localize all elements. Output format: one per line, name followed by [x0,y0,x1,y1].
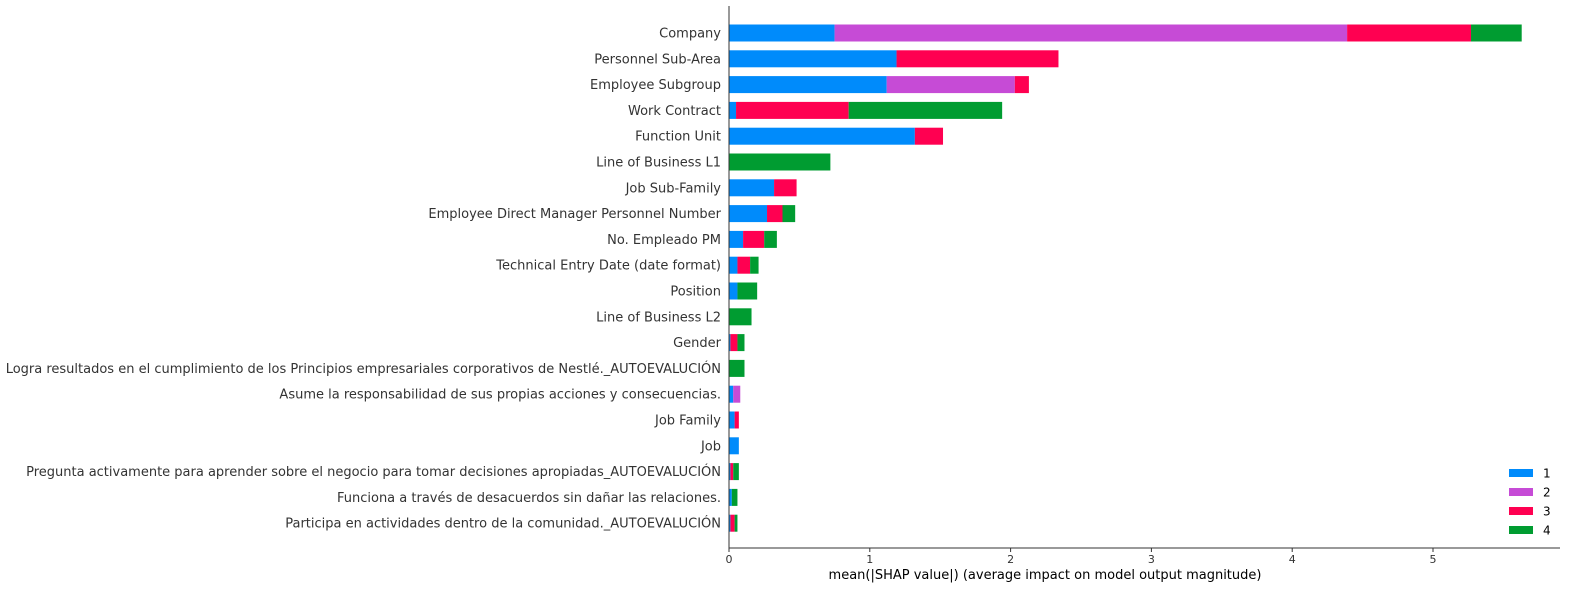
bar-segment [729,334,731,352]
bar-segment [737,334,745,352]
bars [729,24,1522,532]
bar-segment [1347,24,1472,42]
legend-label: 4 [1543,524,1551,538]
bar-segment [729,101,737,119]
bar-segment [848,101,1003,119]
bar-segment [750,256,759,274]
bar-segment [834,24,1348,42]
category-label: Job [700,439,721,454]
category-label: Job Family [654,414,721,429]
x-tick-label: 4 [1289,553,1296,566]
bar-segment [914,127,944,145]
category-label: No. Empleado PM [607,233,721,248]
legend-swatch [1509,488,1533,496]
bar-segment [729,76,887,94]
category-label: Position [670,285,721,300]
bar-segment [729,205,768,223]
bar-segment [782,205,796,223]
x-tick-label: 1 [866,553,873,566]
bar-segment [729,359,745,377]
bar-segment [729,463,731,481]
category-label: Line of Business L1 [596,156,721,171]
bar-segment [1471,24,1522,42]
category-label: Participa en actividades dentro de la co… [285,516,721,532]
bar-segment [729,385,734,403]
bar-segment [729,514,731,532]
legend-label: 2 [1543,486,1551,500]
category-label: Company [659,27,721,42]
bar-segment [737,256,751,274]
category-label: Personnel Sub-Area [594,52,721,67]
category-label: Function Unit [635,130,721,145]
category-label: Gender [673,336,722,351]
category-label: Logra resultados en el cumplimiento de l… [6,361,721,377]
category-label: Employee Subgroup [590,78,721,93]
legend: 1 2 3 4 [1509,467,1551,538]
category-label: Technical Entry Date (date format) [495,259,721,274]
bar-segment [896,50,1059,68]
bar-segment [774,179,797,197]
x-tick-label: 0 [726,553,733,566]
legend-swatch [1509,507,1533,515]
bar-segment [730,334,738,352]
bar-segment [886,76,1015,94]
legend-label: 3 [1543,505,1551,519]
category-label: Line of Business L2 [596,310,721,325]
x-axis-label: mean(|SHAP value|) (average impact on mo… [829,568,1262,583]
category-label: Asume la responsabilidad de sus propias … [279,388,721,403]
category-label: Funciona a través de desacuerdos sin dañ… [337,491,721,506]
bar-segment [729,411,735,429]
bar-segment [734,411,739,429]
bar-segment [729,230,744,248]
legend-label: 1 [1543,467,1551,481]
bar-segment [733,463,739,481]
bar-segment [729,488,732,506]
legend-swatch [1509,526,1533,534]
bar-segment [729,179,775,197]
bar-segment [737,282,758,300]
bar-segment [743,230,765,248]
category-label: Pregunta activamente para aprender sobre… [26,464,721,480]
bar-segment [1014,76,1029,94]
bar-segment [729,24,835,42]
x-tick-label: 3 [1148,553,1155,566]
legend-swatch [1509,469,1533,477]
bar-segment [733,385,741,403]
bar-segment [767,205,783,223]
category-label: Job Sub-Family [625,181,722,196]
bar-segment [729,437,739,455]
bar-segment [736,101,849,119]
category-labels: Company Personnel Sub-Area Employee Subgro… [6,27,722,532]
x-tick-label: 5 [1430,553,1437,566]
bar-segment [729,282,738,300]
x-axis-ticks: 0 1 2 3 4 5 [726,548,1437,566]
bar-segment [734,514,738,532]
bar-segment [730,514,735,532]
bar-segment [764,230,777,248]
bar-segment [729,308,752,326]
x-tick-label: 2 [1007,553,1014,566]
bar-segment [729,127,915,145]
bar-segment [730,463,734,481]
category-label: Employee Direct Manager Personnel Number [428,207,721,222]
bar-segment [729,153,831,171]
bar-segment [729,50,897,68]
bar-segment [731,488,738,506]
bar-segment [729,256,738,274]
category-label: Work Contract [628,104,721,119]
